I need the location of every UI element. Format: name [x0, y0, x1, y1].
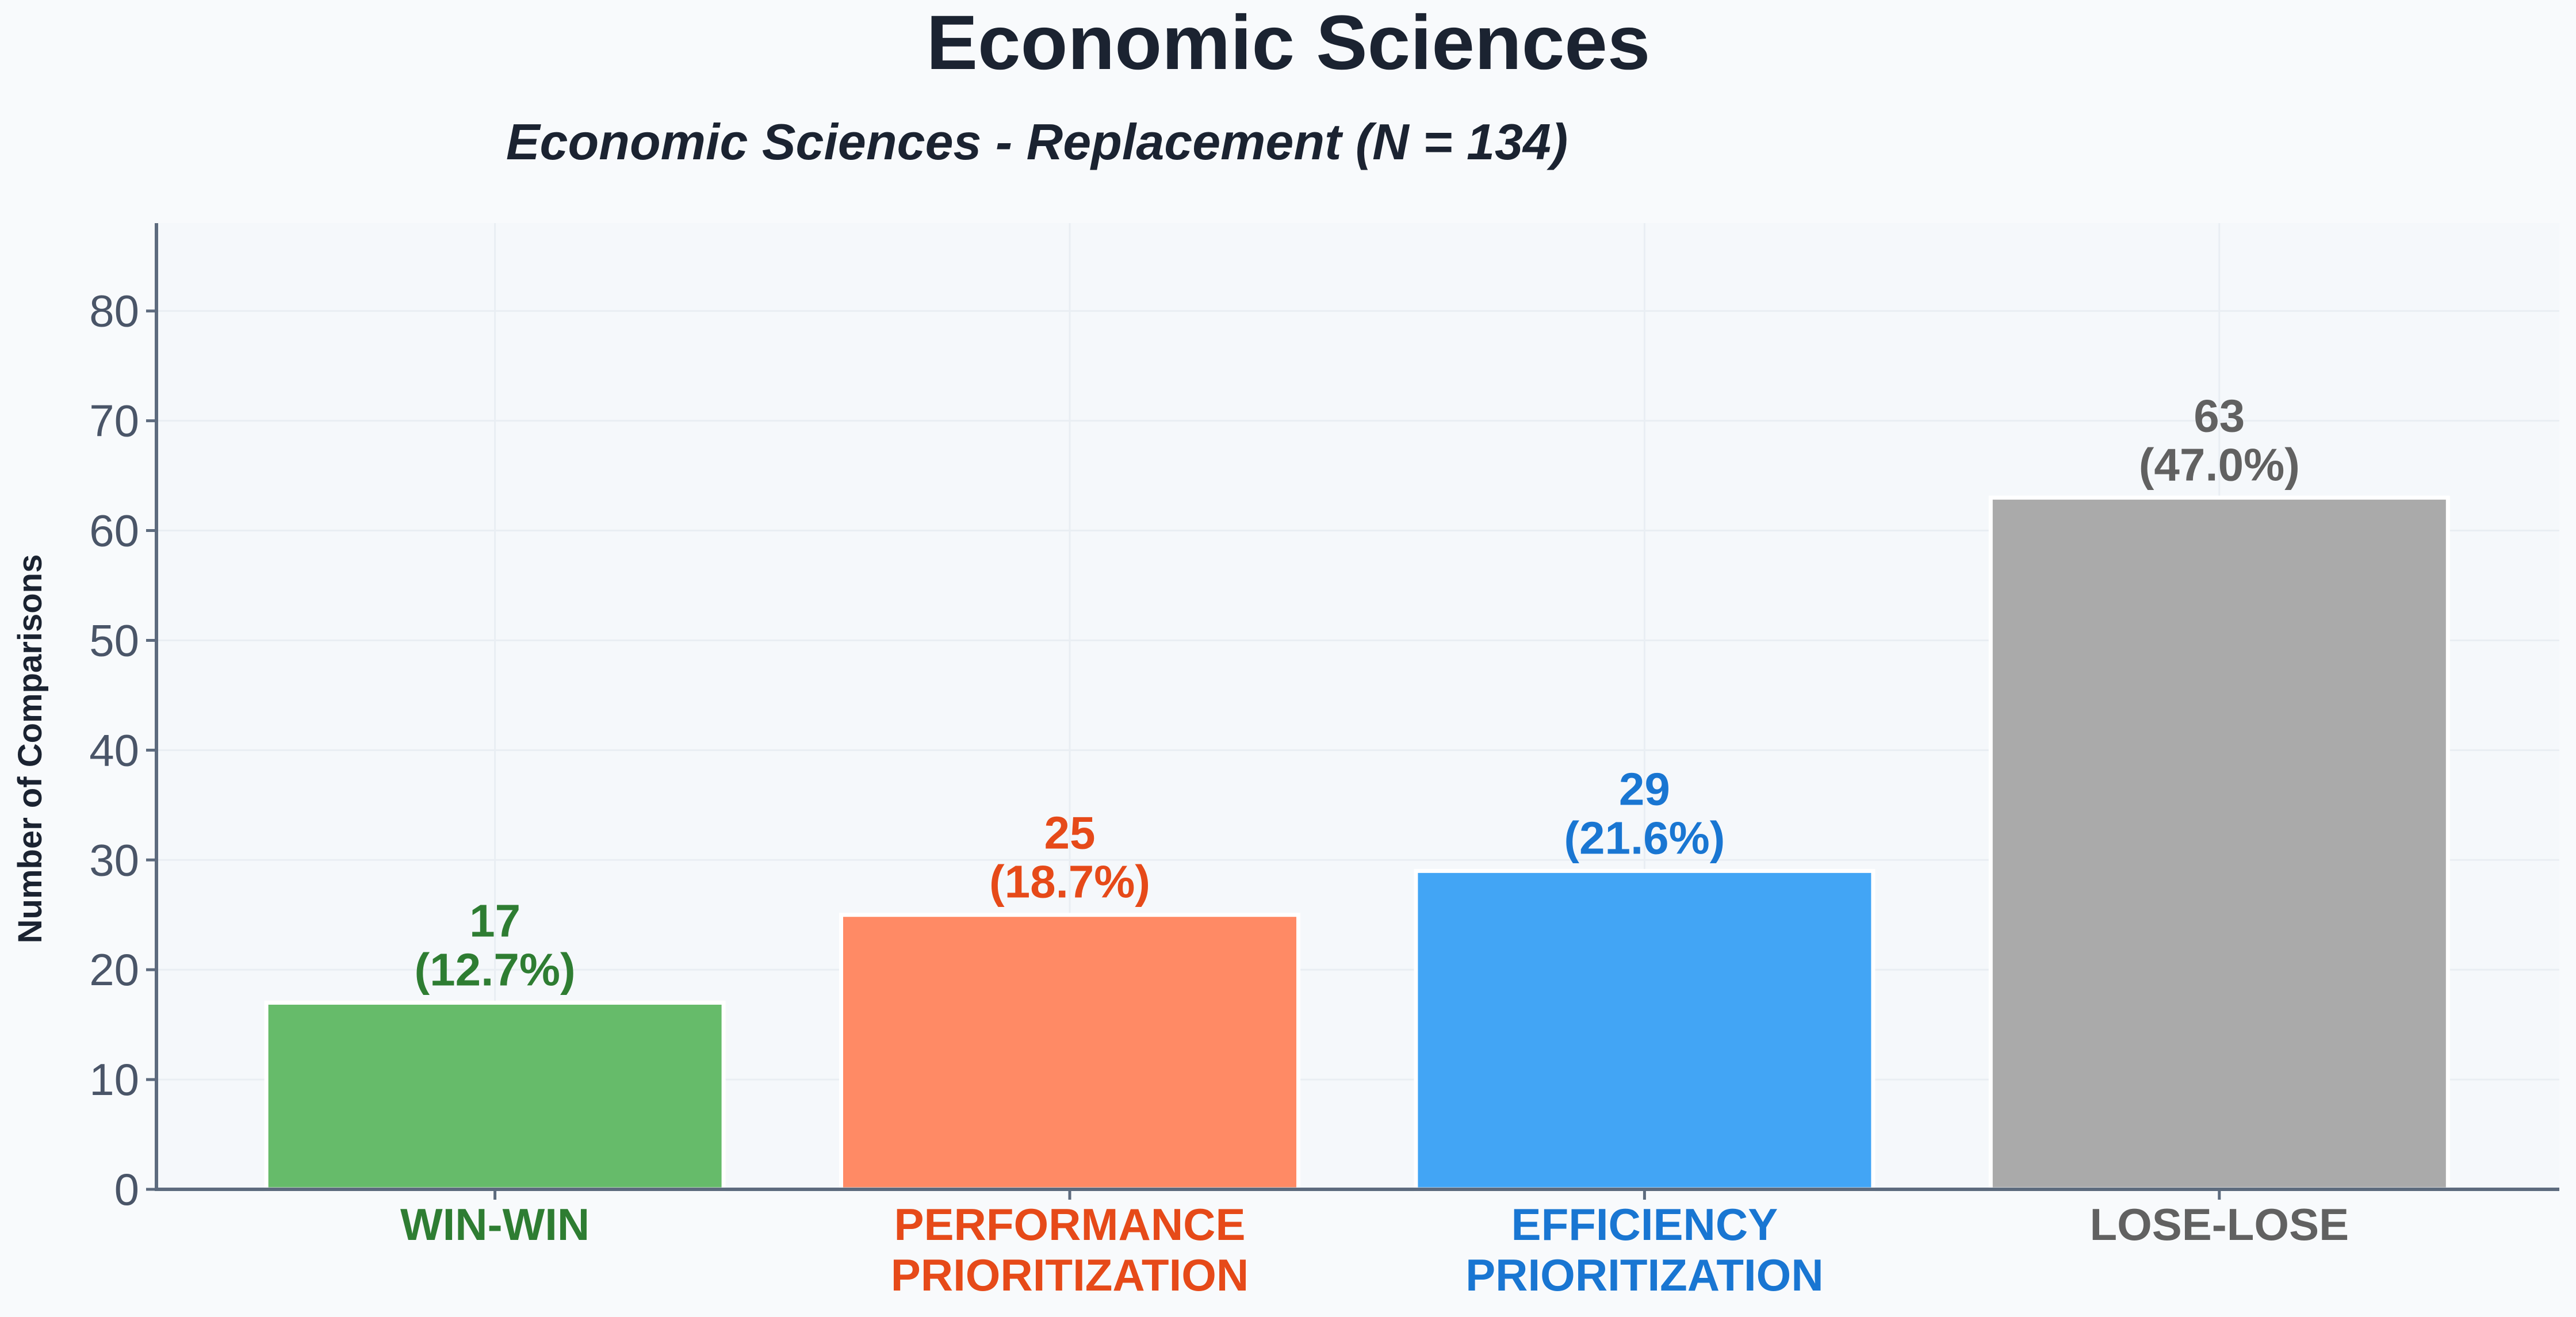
labels: WIN-WIN PERFORMANCE PRIORITIZATIONEFFICIEN…: [400, 390, 2349, 1300]
x-tick-label-line: PERFORMANCE: [894, 1199, 1245, 1250]
y-tick-label: 30: [89, 834, 139, 885]
x-tick-label: PERFORMANCE PRIORITIZATION: [891, 1199, 1249, 1300]
y-tick-label: 50: [89, 615, 139, 665]
x-tick-label: LOSE-LOSE: [2089, 1199, 2349, 1250]
chart-subtitle: Economic Sciences - Replacement (N = 134…: [506, 113, 1568, 170]
bar: [1988, 495, 2450, 1192]
y-tick-label: 80: [89, 286, 139, 336]
chart-title: Economic Sciences: [927, 0, 1651, 86]
x-tick-label-line: PRIORITIZATION: [1465, 1250, 1824, 1300]
axes: 0 10 20 30 40 50 60 70 80: [89, 223, 2559, 1215]
bar-percent-label: (47.0%): [2139, 439, 2300, 490]
y-tick-label: 60: [89, 506, 139, 556]
bar-percent-label: (21.6%): [1564, 812, 1725, 863]
x-tick-label: EFFICIENCY PRIORITIZATION: [1465, 1199, 1824, 1300]
bar-value-label: 25: [1044, 807, 1096, 859]
x-tick-label-line: PRIORITIZATION: [891, 1250, 1249, 1300]
bar: [839, 913, 1300, 1192]
bar-value-label: 17: [469, 895, 520, 946]
y-tick-label: 10: [89, 1054, 139, 1105]
bar: [1414, 868, 1875, 1192]
y-axis-label: Number of Comparisons: [12, 554, 49, 944]
bar: [264, 1000, 726, 1192]
x-tick-label-line: EFFICIENCY: [1511, 1199, 1778, 1250]
x-tick-label-line: LOSE-LOSE: [2089, 1199, 2349, 1250]
y-tick-label: 70: [89, 396, 139, 446]
y-tick-label: 20: [89, 944, 139, 995]
y-tick-label: 40: [89, 725, 139, 775]
bars: [264, 495, 2450, 1192]
bar-value-label: 29: [1619, 763, 1670, 814]
bar-value-label: 63: [2194, 390, 2245, 441]
x-tick-label-line: WIN-WIN: [400, 1199, 590, 1250]
x-tick-label: WIN-WIN: [400, 1199, 590, 1250]
y-tick-label: 0: [114, 1164, 139, 1215]
bar-percent-label: (18.7%): [989, 856, 1150, 908]
bar-percent-label: (12.7%): [415, 944, 576, 995]
